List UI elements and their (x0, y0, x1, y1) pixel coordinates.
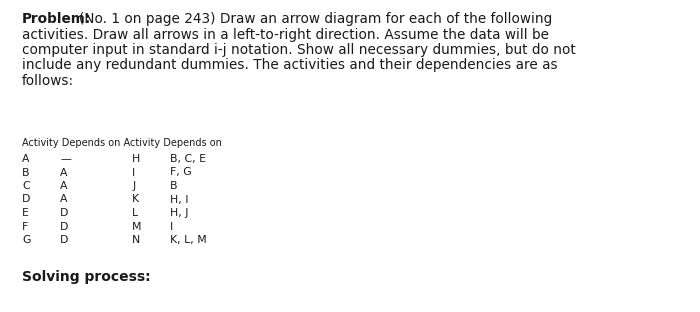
Text: Activity Depends on Activity Depends on: Activity Depends on Activity Depends on (22, 138, 222, 148)
Text: —: — (60, 154, 71, 164)
Text: N: N (132, 235, 140, 245)
Text: A: A (60, 194, 67, 204)
Text: D: D (60, 235, 69, 245)
Text: A: A (60, 181, 67, 191)
Text: M: M (132, 222, 141, 232)
Text: L: L (132, 208, 138, 218)
Text: K: K (132, 194, 139, 204)
Text: computer input in standard i-j notation. Show all necessary dummies, but do not: computer input in standard i-j notation.… (22, 43, 575, 57)
Text: E: E (22, 208, 29, 218)
Text: follows:: follows: (22, 74, 74, 88)
Text: I: I (132, 168, 135, 178)
Text: H, J: H, J (170, 208, 188, 218)
Text: I: I (170, 222, 174, 232)
Text: A: A (60, 168, 67, 178)
Text: J: J (132, 181, 135, 191)
Text: D: D (60, 222, 69, 232)
Text: H, I: H, I (170, 194, 188, 204)
Text: Solving process:: Solving process: (22, 270, 150, 284)
Text: activities. Draw all arrows in a left-to-right direction. Assume the data will b: activities. Draw all arrows in a left-to… (22, 27, 549, 41)
Text: (No. 1 on page 243) Draw an arrow diagram for each of the following: (No. 1 on page 243) Draw an arrow diagra… (79, 12, 552, 26)
Text: A: A (22, 154, 29, 164)
Text: H: H (132, 154, 140, 164)
Text: B, C, E: B, C, E (170, 154, 206, 164)
Text: D: D (60, 208, 69, 218)
Text: F: F (22, 222, 28, 232)
Text: K, L, M: K, L, M (170, 235, 206, 245)
Text: B: B (22, 168, 29, 178)
Text: B: B (170, 181, 178, 191)
Text: Problem:: Problem: (22, 12, 91, 26)
Text: C: C (22, 181, 29, 191)
Text: D: D (22, 194, 30, 204)
Text: include any redundant dummies. The activities and their dependencies are as: include any redundant dummies. The activ… (22, 59, 558, 72)
Text: F, G: F, G (170, 168, 192, 178)
Text: G: G (22, 235, 30, 245)
